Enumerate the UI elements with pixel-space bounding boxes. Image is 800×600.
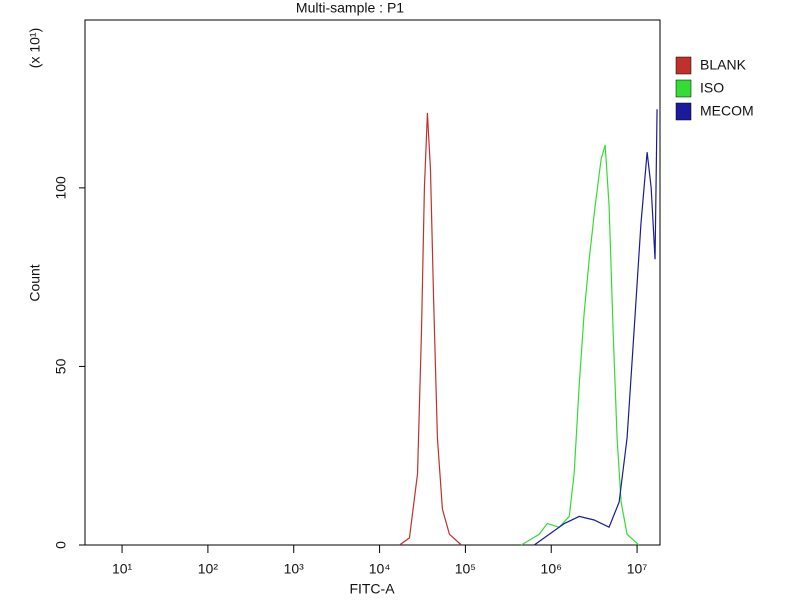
x-axis-label: FITC-A: [349, 581, 395, 597]
legend-swatch: [675, 102, 692, 121]
x-tick-label: 10²: [198, 561, 219, 577]
plot-frame: [84, 19, 661, 546]
histogram-line: [533, 109, 658, 546]
x-tick-label: 10⁴: [369, 561, 391, 577]
legend-swatch: [675, 56, 692, 75]
y-multiplier: (x 10¹): [27, 28, 43, 68]
legend-label: MECOM: [700, 103, 754, 119]
legend-label: BLANK: [700, 57, 747, 73]
legend-swatch: [675, 79, 692, 98]
legend-label: ISO: [700, 80, 724, 96]
y-tick-label: 50: [53, 358, 69, 374]
x-tick-label: 10¹: [112, 561, 133, 577]
x-tick-label: 10⁶: [541, 561, 562, 577]
histogram-line: [520, 144, 640, 546]
x-tick-label: 10⁵: [455, 561, 476, 577]
y-tick-label: 0: [53, 541, 69, 549]
x-tick-label: 10⁷: [627, 561, 648, 577]
y-tick-label: 100: [53, 176, 69, 200]
chart-title: Multi-sample : P1: [296, 0, 404, 16]
x-tick-label: 10³: [284, 561, 305, 577]
histogram-line: [399, 112, 462, 546]
y-axis-label: Count: [27, 264, 43, 301]
